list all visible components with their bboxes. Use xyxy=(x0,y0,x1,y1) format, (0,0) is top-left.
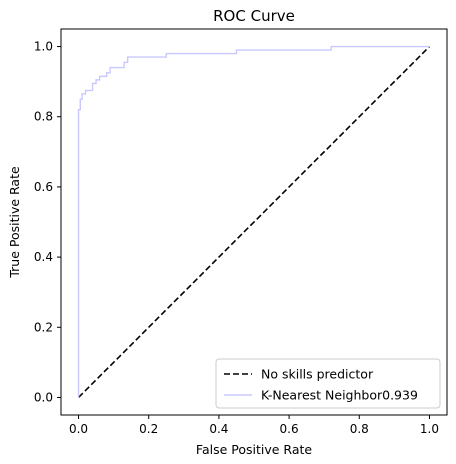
y-tick-label: 1.0 xyxy=(34,40,53,54)
series-line-2 xyxy=(77,45,430,398)
x-tick-label: 0.4 xyxy=(209,422,228,436)
x-tick-label: 1.0 xyxy=(420,422,439,436)
legend-box xyxy=(215,358,441,409)
x-tick-label: 0.2 xyxy=(139,422,158,436)
x-tick-label: 0.0 xyxy=(69,422,88,436)
plot-lines xyxy=(77,45,431,399)
y-tick-label: 0.2 xyxy=(34,320,53,334)
x-axis-title: False Positive Rate xyxy=(196,442,312,457)
x-tick-label: 0.6 xyxy=(280,422,299,436)
y-tick-label: 0.0 xyxy=(34,390,53,404)
y-axis: 0.0 0.2 0.4 0.6 0.8 1.0 xyxy=(34,40,61,404)
chart-title: ROC Curve xyxy=(213,7,295,25)
x-tick-label: 0.8 xyxy=(350,422,369,436)
legend-label-2: K-Nearest Neighbor0.939 xyxy=(261,388,418,403)
y-tick-label: 0.6 xyxy=(34,180,53,194)
series-line-1 xyxy=(77,45,431,399)
y-tick-label: 0.8 xyxy=(34,110,53,124)
y-axis-title: True Positive Rate xyxy=(7,166,22,279)
x-axis: 0.0 0.2 0.4 0.6 0.8 1.0 xyxy=(69,415,439,436)
plot-frame xyxy=(60,28,448,416)
legend: No skills predictor K-Nearest Neighbor0.9… xyxy=(215,358,441,409)
y-tick-label: 0.4 xyxy=(34,250,53,264)
legend-label-1: No skills predictor xyxy=(261,367,374,382)
